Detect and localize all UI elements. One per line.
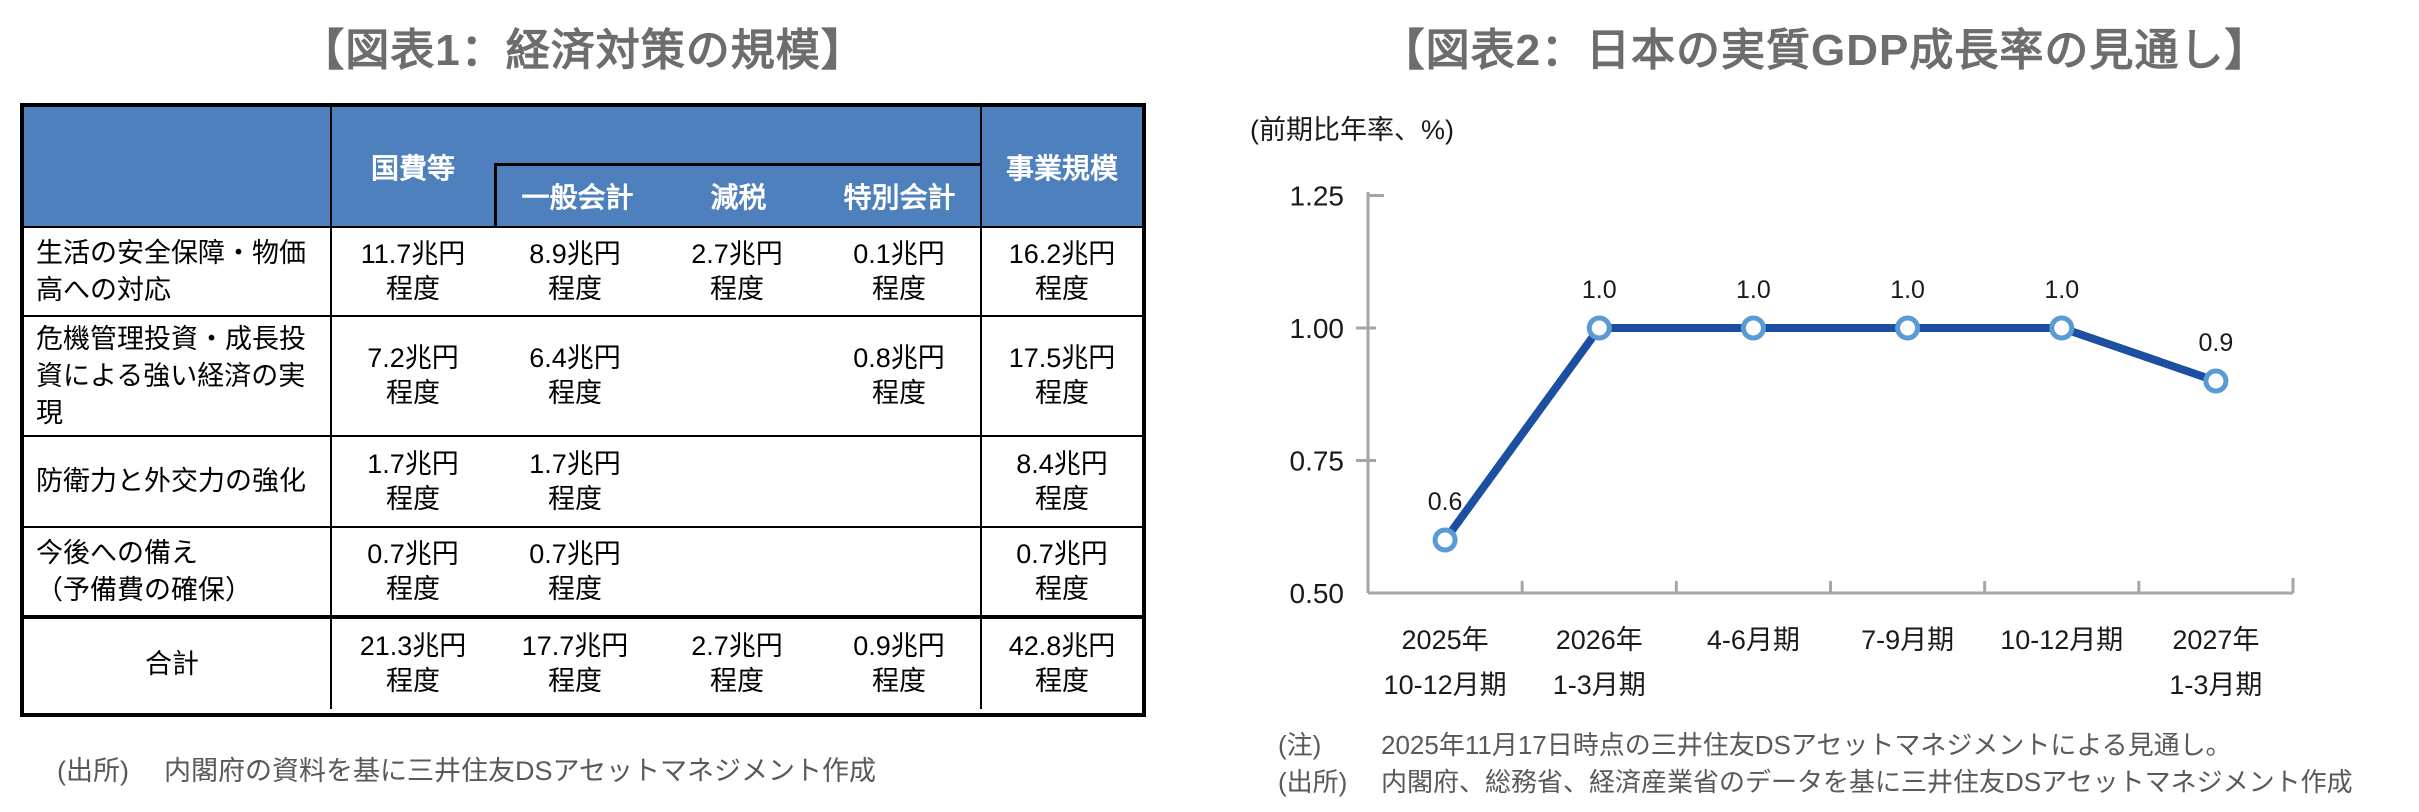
table-header-row: 国費等 一般会計 減税 特別会計 事業規模	[24, 107, 1142, 228]
row-label-total: 合計	[24, 619, 332, 709]
row-label-line: 高への対応	[36, 274, 171, 305]
y-tick-label: 1.00	[1290, 313, 1345, 344]
y-axis-unit-label: (前期比年率、%)	[1250, 115, 1454, 145]
row-label: 今後への備え （予備費の確保）	[24, 528, 332, 615]
cell-general-account: 8.9兆円 程度	[529, 238, 621, 304]
row-label-line: 合計	[145, 648, 199, 679]
row-label-line: 今後への備え	[36, 537, 198, 568]
header-category-cell	[24, 107, 332, 226]
row-label: 生活の安全保障・物価 高への対応	[24, 228, 332, 315]
cell-general-account: 0.7兆円 程度	[529, 538, 621, 604]
table-total-row: 合計 21.3兆円 程度 17.7兆円 程度 2.7兆円 程度 0.9兆円 程度 42.…	[24, 615, 1142, 709]
cell-tax-cut	[656, 437, 818, 526]
cell-project-scale: 17.5兆円 程度	[980, 317, 1142, 435]
header-general-account: 一般会計	[521, 182, 634, 213]
data-point-label: 0.6	[1428, 488, 1463, 516]
note-row: (出所) 内閣府、総務省、経済産業省のデータを基に三井住友DSアセットマネジメン…	[1278, 764, 2413, 801]
row-label-line: 危機管理投資・成長投	[36, 323, 306, 354]
cell-special-account: 0.8兆円 程度	[853, 343, 945, 408]
data-point-label: 1.0	[1890, 276, 1925, 304]
cell-kokuhi: 21.3兆円 程度	[359, 631, 467, 696]
gdp-chart-canvas: 0.50 0.75 1.00 1.25 2025年 10-12月期 2026年 1-3月期 4-…	[1290, 181, 2295, 700]
fig1-source-note: (出所) 内閣府の資料を基に三井住友DSアセットマネジメント作成	[57, 753, 1157, 790]
cell-tax-cut: 2.7兆円 程度	[691, 631, 783, 696]
cell-general-account: 1.7兆円 程度	[529, 448, 621, 514]
header-tax-cut: 減税	[710, 182, 767, 213]
cell-project-scale: 8.4兆円 程度	[980, 437, 1142, 526]
cell-general-account: 17.7兆円 程度	[521, 631, 629, 696]
cell-tax-cut	[656, 528, 818, 615]
note-text: 内閣府、総務省、経済産業省のデータを基に三井住友DSアセットマネジメント作成	[1381, 767, 2353, 797]
y-tick-label: 1.25	[1290, 181, 1345, 212]
table-row: 防衛力と外交力の強化 1.7兆円 程度 1.7兆円 程度 8.4兆円 程度	[24, 435, 1142, 526]
row-label: 防衛力と外交力の強化	[24, 437, 332, 526]
table-row: 生活の安全保障・物価 高への対応 11.7兆円 程度 8.9兆円 程度 2.7兆円程…	[24, 228, 1142, 315]
cell-project-scale: 0.7兆円 程度	[980, 528, 1142, 615]
header-special-account: 特別会計	[843, 182, 956, 213]
data-point-marker	[1895, 315, 1921, 341]
note-label: (出所)	[1278, 767, 1348, 797]
data-point-marker	[1586, 315, 1612, 341]
row-label-line: （予備費の確保）	[36, 574, 252, 605]
table-row: 危機管理投資・成長投 資による強い経済の実現 7.2兆円 程度 6.4兆円 程度 0…	[24, 315, 1142, 435]
header-kokuhi-group: 国費等 一般会計 減税 特別会計	[332, 107, 980, 226]
cell-kokuhi: 0.7兆円 程度	[367, 538, 459, 604]
cell-kokuhi: 7.2兆円 程度	[367, 343, 459, 408]
x-tick-label: 2025年 10-12月期	[1384, 625, 1507, 700]
fig2-notes: (注) 2025年11月17日時点の三井住友DSアセットマネジメントによる見通し…	[1278, 727, 2413, 801]
row-label: 危機管理投資・成長投 資による強い経済の実現	[24, 317, 332, 435]
row-label-line: 資による強い経済の実現	[36, 360, 306, 428]
x-tick-label: 7-9月期	[1861, 625, 1954, 655]
x-tick-label: 2026年 1-3月期	[1553, 625, 1646, 700]
cell-project-scale: 42.8兆円 程度	[980, 619, 1142, 709]
source-text: 内閣府の資料を基に三井住友DSアセットマネジメント作成	[164, 756, 876, 786]
data-point-marker	[1432, 527, 1458, 553]
data-point-label: 1.0	[1582, 276, 1617, 304]
economic-measures-table: 国費等 一般会計 減税 特別会計 事業規模 生活の安全保障・物価 高への対応 1…	[20, 103, 1146, 717]
gdp-series-line	[1441, 324, 2218, 543]
x-tick-label: 4-6月期	[1707, 625, 1800, 655]
cell-kokuhi: 1.7兆円 程度	[367, 448, 459, 514]
gdp-growth-chart: (前期比年率、%) 0.50 0.75 1.00 1.25 2025年 10-12月期 20…	[1240, 100, 2419, 722]
y-tick-label: 0.50	[1290, 578, 1345, 609]
y-tick-label: 0.75	[1290, 446, 1345, 477]
data-point-label: 1.0	[1736, 276, 1771, 304]
data-point-marker	[1740, 315, 1766, 341]
data-point-label: 1.0	[2044, 276, 2079, 304]
header-kokuhi-label: 国費等	[370, 152, 455, 184]
cell-special-account: 0.9兆円 程度	[853, 631, 945, 696]
note-row: (注) 2025年11月17日時点の三井住友DSアセットマネジメントによる見通し…	[1278, 727, 2413, 764]
note-text: 2025年11月17日時点の三井住友DSアセットマネジメントによる見通し。	[1381, 730, 2232, 760]
data-point-label: 0.9	[2199, 329, 2234, 357]
note-label: (注)	[1278, 730, 1322, 760]
cell-general-account: 6.4兆円 程度	[529, 343, 621, 408]
cell-tax-cut: 2.7兆円 程度	[691, 238, 783, 304]
cell-special-account: 0.1兆円 程度	[853, 238, 945, 304]
row-label-line: 生活の安全保障・物価	[36, 237, 306, 268]
source-label: (出所)	[57, 756, 129, 786]
row-label-line: 防衛力と外交力の強化	[36, 466, 306, 496]
x-tick-label: 2027年 1-3月期	[2169, 625, 2262, 700]
header-project-scale: 事業規模	[980, 107, 1142, 226]
cell-special-account	[818, 528, 980, 615]
cell-project-scale: 16.2兆円 程度	[980, 228, 1142, 315]
fig1-title: 【図表1：経済対策の規模】	[300, 26, 866, 75]
cell-special-account	[818, 437, 980, 526]
fig2-title: 【図表2：日本の実質GDP成長率の見通し】	[1380, 26, 2270, 75]
data-point-marker	[2203, 368, 2229, 394]
x-tick-label: 10-12月期	[2000, 625, 2123, 655]
table-row: 今後への備え （予備費の確保） 0.7兆円 程度 0.7兆円 程度 0.7兆円 程度	[24, 526, 1142, 615]
cell-kokuhi: 11.7兆円 程度	[360, 238, 466, 304]
data-point-marker	[2049, 315, 2075, 341]
header-sub-box: 一般会計 減税 特別会計	[494, 163, 980, 226]
cell-tax-cut	[656, 317, 818, 435]
